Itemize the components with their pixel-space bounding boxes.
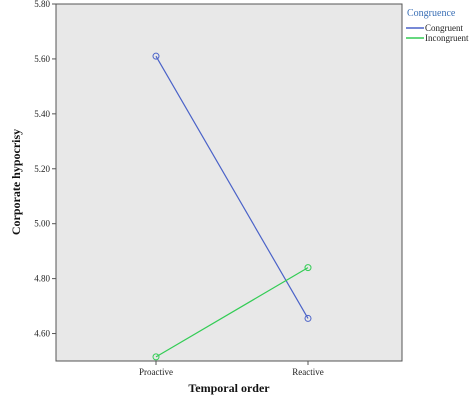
legend-title: Congruence xyxy=(407,8,456,19)
x-axis: Proactive Reactive xyxy=(139,361,324,377)
legend-label-incongruent: Incongruent xyxy=(425,33,469,43)
x-tick-label: Reactive xyxy=(292,367,323,377)
y-tick-label: 5.00 xyxy=(34,219,50,229)
data-point-congruent xyxy=(304,314,312,322)
y-tick-label: 5.80 xyxy=(34,0,50,9)
y-axis: 4.60 4.80 5.00 5.20 5.40 5.60 5.80 xyxy=(34,0,56,339)
series-layer xyxy=(152,52,312,361)
y-tick-label: 5.60 xyxy=(34,54,50,64)
data-point-incongruent xyxy=(304,264,312,272)
y-tick-label: 5.40 xyxy=(34,109,50,119)
y-axis-title: Corporate hypocrisy xyxy=(9,129,23,235)
x-tick-label: Proactive xyxy=(139,367,173,377)
x-axis-title: Temporal order xyxy=(188,381,270,395)
legend-label-congruent: Congruent xyxy=(425,23,463,33)
y-tick-label: 4.80 xyxy=(34,274,50,284)
data-point-incongruent xyxy=(152,353,160,361)
series-line-incongruent xyxy=(155,267,309,358)
y-tick-label: 5.20 xyxy=(34,164,50,174)
series-line-congruent xyxy=(155,55,309,319)
data-point-congruent xyxy=(152,52,160,60)
y-tick-label: 4.60 xyxy=(34,329,50,339)
